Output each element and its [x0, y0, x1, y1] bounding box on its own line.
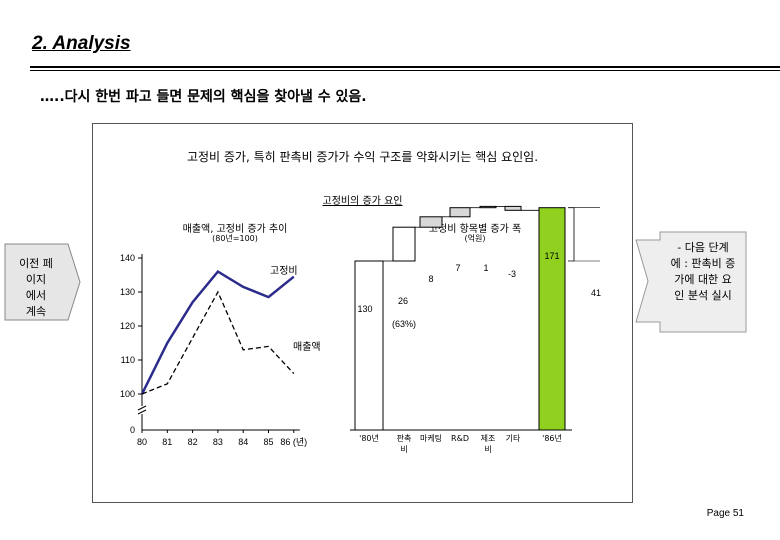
y-tick-label: 110: [121, 355, 135, 365]
share-annotation: (63%): [392, 319, 416, 329]
category-label: 기타: [506, 434, 521, 443]
increase-bracket: [568, 207, 575, 262]
analysis-box: [92, 123, 633, 503]
left-arrow-line: 에서: [25, 289, 47, 302]
series-label-fixed-cost: 고정비: [270, 265, 298, 277]
waterfall-bar: [392, 226, 416, 262]
x-tick-label: 82: [188, 437, 198, 447]
section-title: 고정비의 증가 요인: [322, 196, 403, 207]
waterfall-bar: [354, 260, 384, 431]
left-arrow-line: 이전 페: [19, 257, 53, 270]
title-rule: [30, 66, 780, 68]
x-tick-label: 83: [213, 437, 223, 447]
title-rule-thin: [30, 70, 780, 71]
x-tick-label: 86 (년): [280, 437, 307, 447]
value-label: 7: [455, 263, 460, 273]
category-label: R&D: [451, 434, 469, 443]
y-tick-label: 0: [130, 425, 135, 435]
value-label: -3: [508, 269, 516, 279]
waterfall-title: 고정비 항목별 증가 폭: [428, 224, 522, 235]
increase-annotation: 41: [591, 288, 601, 298]
y-tick-label: 140: [120, 253, 135, 263]
right-arrow-text: - 다음 단계 에 : 판촉비 증 가에 대한 요 인 분석 실시: [660, 240, 746, 304]
value-label: 8: [428, 274, 433, 284]
line-chart-title: 매출액, 고정비 증가 추이: [182, 224, 288, 235]
series-line-sales: [141, 290, 295, 395]
value-label: 1: [483, 263, 488, 273]
category-label: 비: [484, 445, 491, 454]
waterfall-bar: [419, 216, 443, 228]
value-label: 26: [398, 296, 408, 306]
right-arrow-line: 가에 대한 요: [674, 273, 732, 286]
waterfall-bar: [538, 207, 566, 431]
series-label-sales: 매출액: [293, 341, 321, 353]
left-arrow-line: 이지: [25, 273, 47, 286]
category-label: 마케팅: [420, 433, 442, 443]
category-label: 비: [400, 445, 407, 454]
x-tick-label: 85: [263, 437, 273, 447]
right-arrow-line: - 다음 단계: [677, 241, 729, 254]
waterfall-bar: [504, 205, 522, 211]
value-label: 171: [544, 251, 559, 261]
waterfall-bar: [449, 207, 471, 218]
left-arrow-text: 이전 페 이지 에서 계속: [6, 256, 66, 320]
axis-break-mark: [137, 405, 147, 411]
category-label: '80년: [359, 433, 379, 443]
category-label: 제조: [481, 434, 496, 443]
y-tick-label: 120: [120, 321, 135, 331]
value-label: 130: [357, 304, 372, 314]
series-line-fixed-cost: [140, 269, 295, 395]
page-number: Page 51: [706, 508, 744, 519]
waterfall-subtitle: (억원): [464, 234, 486, 243]
right-arrow-line: 에 : 판촉비 증: [670, 257, 736, 270]
y-tick-label: 130: [120, 287, 135, 297]
x-tick-label: 84: [238, 437, 248, 447]
y-tick-label: 100: [120, 389, 135, 399]
left-arrow-line: 계속: [25, 305, 47, 318]
page-subtitle: …..다시 한번 파고 들면 문제의 핵심을 찾아낼 수 있음.: [40, 89, 367, 105]
waterfall-bar: [479, 205, 497, 209]
left-arrow-shape: [4, 243, 81, 321]
page-title: 2. Analysis: [32, 33, 131, 54]
right-arrow-line: 인 분석 실시: [674, 289, 732, 302]
right-arrow-shape: [635, 231, 747, 333]
axis-break-mark: [137, 409, 147, 415]
category-label: 판촉: [397, 434, 412, 443]
category-label: '86년: [542, 433, 562, 443]
line-chart-subtitle: (80년=100): [212, 234, 258, 243]
x-tick-label: 80: [137, 437, 147, 447]
box-headline: 고정비 증가, 특히 판촉비 증가가 수익 구조를 악화시키는 핵심 요인임.: [186, 150, 539, 164]
x-tick-label: 81: [162, 437, 172, 447]
